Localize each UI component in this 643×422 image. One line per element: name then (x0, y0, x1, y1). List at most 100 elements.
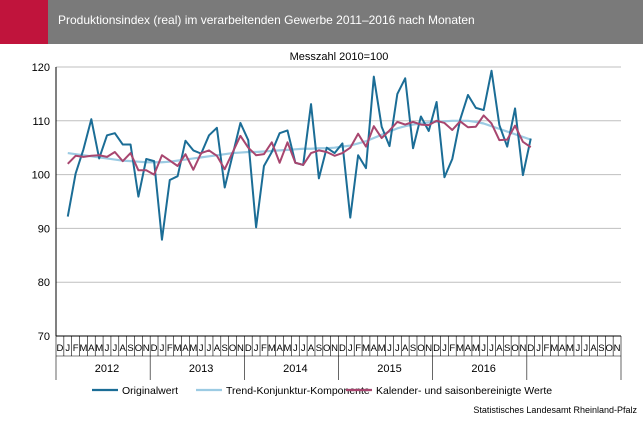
year-label: 2013 (189, 363, 213, 375)
y-tick-label: 120 (32, 62, 50, 74)
y-tick-label: 70 (38, 331, 50, 343)
y-tick-label: 110 (32, 116, 50, 128)
year-label: 2014 (283, 363, 307, 375)
x-tick-label: A (276, 343, 283, 354)
legend: Originalwert Trend-Konjunktur-Komponente K… (92, 385, 552, 397)
x-tick-label: O (135, 343, 142, 354)
x-tick-label: A (120, 343, 127, 354)
x-tick-label: A (559, 343, 566, 354)
accent-block (0, 0, 48, 44)
x-tick-label: J (348, 343, 353, 354)
x-tick-label: J (536, 343, 541, 354)
x-tick-label: A (88, 343, 95, 354)
x-tick-label: N (237, 343, 244, 354)
x-tick-label: D (527, 343, 534, 354)
x-tick-label: M (189, 343, 197, 354)
x-tick-label: D (245, 343, 252, 354)
x-tick-label: N (331, 343, 338, 354)
x-tick-label: M (456, 343, 464, 354)
x-tick-label: A (214, 343, 221, 354)
y-axis-ticks: 70 80 90 100 110 120 (32, 62, 50, 343)
legend-label: Kalender- und saisonbereinigte Werte (376, 385, 552, 397)
x-tick-label: N (425, 343, 432, 354)
x-tick-label: F (449, 343, 455, 354)
x-tick-label: O (606, 343, 613, 354)
x-tick-label: J (489, 343, 494, 354)
x-tick-label: D (151, 343, 158, 354)
x-tick-label: S (127, 343, 133, 354)
x-tick-label: F (167, 343, 173, 354)
x-tick-label: D (433, 343, 440, 354)
x-tick-label: J (199, 343, 204, 354)
x-tick-label: J (575, 343, 580, 354)
x-tick-label: N (143, 343, 150, 354)
chart-title: Produktionsindex (real) im verarbeitende… (58, 13, 475, 27)
x-tick-label: M (378, 343, 386, 354)
x-tick-label: M (472, 343, 480, 354)
x-tick-label: O (229, 343, 236, 354)
x-tick-label: S (504, 343, 510, 354)
year-label: 2016 (471, 363, 495, 375)
series-originalwert-line (66, 69, 532, 241)
x-tick-label: J (442, 343, 447, 354)
x-tick-label: S (222, 343, 228, 354)
x-tick-label: N (614, 343, 621, 354)
x-tick-label: J (293, 343, 298, 354)
x-tick-label: M (566, 343, 574, 354)
x-tick-label: A (371, 343, 378, 354)
x-tick-label: F (544, 343, 550, 354)
x-tick-label: J (254, 343, 259, 354)
source-note: Statistisches Landesamt Rheinland-Pfalz (473, 405, 637, 415)
x-tick-label: F (73, 343, 79, 354)
x-tick-label: M (95, 343, 103, 354)
x-tick-label: J (65, 343, 70, 354)
x-tick-label: J (112, 343, 117, 354)
year-label: 2015 (377, 363, 401, 375)
x-tick-label: J (105, 343, 110, 354)
x-tick-label: A (182, 343, 189, 354)
legend-label: Trend-Konjunktur-Komponente (226, 385, 370, 397)
x-tick-label: M (174, 343, 182, 354)
x-tick-label: O (323, 343, 330, 354)
x-tick-label: S (410, 343, 416, 354)
x-tick-label: M (268, 343, 276, 354)
series-saison-line (67, 114, 532, 176)
x-tick-label: S (316, 343, 322, 354)
x-tick-label: A (496, 343, 503, 354)
chart-subtitle: Messzahl 2010=100 (290, 51, 389, 63)
y-tick-label: 100 (32, 170, 50, 182)
x-tick-label: M (550, 343, 558, 354)
x-tick-label: A (465, 343, 472, 354)
x-tick-label: A (308, 343, 315, 354)
series-lines (66, 69, 532, 241)
year-label: 2012 (95, 363, 119, 375)
x-tick-label: J (387, 343, 392, 354)
x-tick-label: J (207, 343, 212, 354)
x-tick-label: J (160, 343, 165, 354)
x-tick-label: J (583, 343, 588, 354)
x-tick-label: O (511, 343, 518, 354)
x-tick-label: J (301, 343, 306, 354)
title-bar: Produktionsindex (real) im verarbeitende… (0, 0, 643, 44)
x-tick-label: O (417, 343, 424, 354)
x-tick-label: F (355, 343, 361, 354)
x-tick-label: S (598, 343, 604, 354)
x-tick-label: J (395, 343, 400, 354)
x-tick-label: M (362, 343, 370, 354)
y-tick-label: 80 (38, 277, 50, 289)
y-tick-label: 90 (38, 223, 50, 235)
x-tick-label: M (284, 343, 292, 354)
x-tick-label: D (56, 343, 63, 354)
grid (55, 66, 621, 337)
x-tick-label: F (261, 343, 267, 354)
x-tick-label: A (402, 343, 409, 354)
x-tick-label: A (590, 343, 597, 354)
x-tick-label: M (80, 343, 88, 354)
series-trend-line (67, 119, 532, 164)
x-tick-label: N (519, 343, 526, 354)
x-tick-label: D (339, 343, 346, 354)
x-tick-label: J (481, 343, 486, 354)
legend-label: Originalwert (122, 385, 178, 397)
